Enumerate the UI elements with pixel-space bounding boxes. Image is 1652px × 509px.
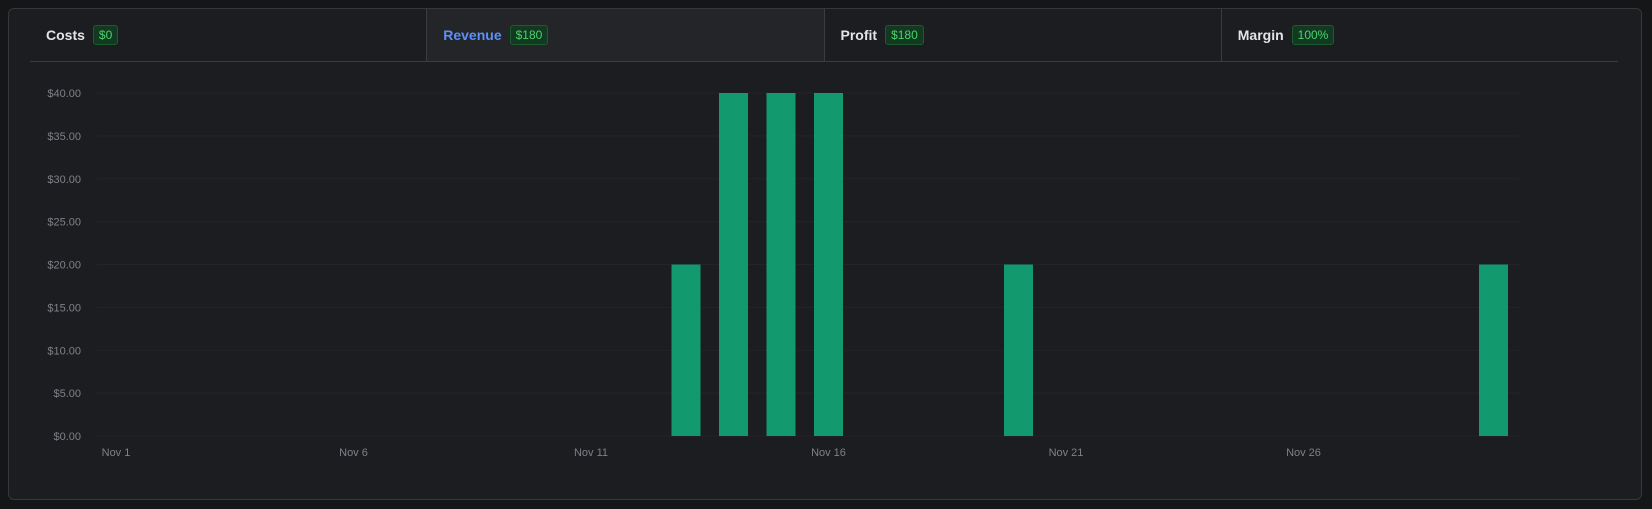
tab-costs-label: Costs	[46, 27, 85, 43]
x-tick-label: Nov 1	[102, 447, 131, 459]
bar[interactable]	[671, 264, 701, 437]
tab-margin-badge: 100%	[1291, 25, 1335, 45]
tab-revenue-badge: $180	[509, 25, 549, 45]
y-tick-label: $40.00	[47, 88, 81, 100]
tab-costs[interactable]: Costs $0	[30, 9, 428, 61]
revenue-bar-chart: $0.00 $5.00 $10.00 $15.00 $20.00 $25.00 $30.00…	[47, 88, 1519, 459]
y-tick-label: $5.00	[53, 388, 81, 400]
bar[interactable]	[719, 93, 748, 436]
tab-revenue[interactable]: Revenue $180	[427, 9, 825, 61]
x-tick-label: Nov 21	[1049, 447, 1084, 459]
y-tick-label: $10.00	[47, 345, 81, 357]
x-tick-label: Nov 11	[574, 447, 608, 459]
tab-profit[interactable]: Profit $180	[825, 9, 1222, 61]
metric-tabs: Costs $0 Revenue $180 Profit $180 Margin…	[30, 9, 1618, 62]
bar[interactable]	[1479, 264, 1508, 437]
tab-margin[interactable]: Margin 100%	[1222, 9, 1618, 61]
x-tick-label: Nov 16	[811, 447, 846, 459]
y-tick-label: $20.00	[47, 260, 81, 272]
revenue-panel: Costs $0 Revenue $180 Profit $180 Margin…	[8, 8, 1642, 500]
y-tick-label: $25.00	[47, 217, 81, 229]
y-tick-label: $35.00	[47, 131, 81, 143]
bar[interactable]	[814, 93, 843, 436]
y-tick-label: $30.00	[47, 174, 81, 186]
x-tick-label: Nov 26	[1286, 447, 1321, 459]
bar[interactable]	[1004, 264, 1033, 437]
y-tick-label: $0.00	[53, 431, 81, 443]
tab-profit-badge: $180	[885, 25, 924, 45]
tab-margin-label: Margin	[1237, 27, 1284, 43]
tab-revenue-label: Revenue	[443, 27, 502, 43]
tab-costs-badge: $0	[92, 25, 119, 45]
x-tick-label: Nov 6	[339, 447, 368, 459]
bar[interactable]	[766, 93, 796, 436]
y-tick-label: $15.00	[47, 302, 81, 314]
tab-profit-label: Profit	[840, 27, 878, 43]
